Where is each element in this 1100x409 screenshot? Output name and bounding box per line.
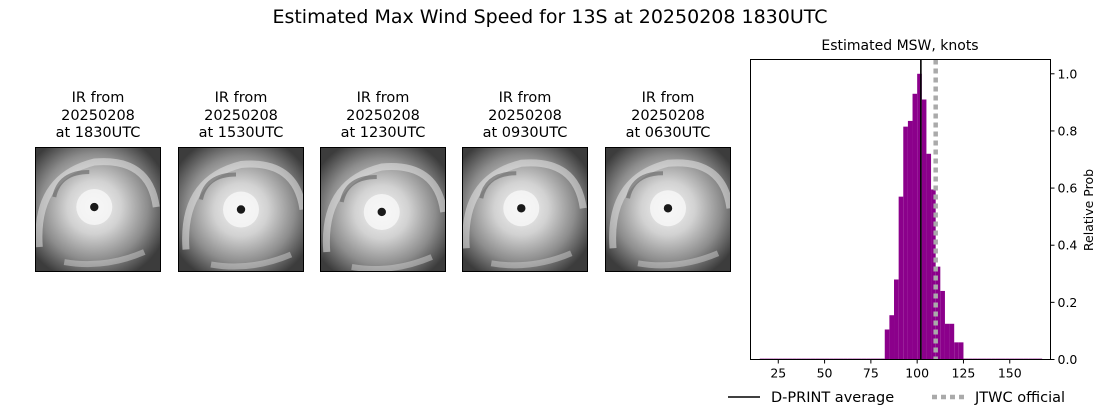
x-tick-label: 50: [817, 366, 833, 381]
ir-panel: IR from 20250208 at 0630UTC: [605, 90, 731, 272]
y-tick-label: 0.8: [1058, 123, 1078, 138]
ir-title-line: IR from: [356, 90, 410, 106]
ir-title-line: 20250208: [346, 107, 420, 124]
ir-panel-title: IR from 20250208 at 0630UTC: [605, 90, 731, 144]
x-tick-label: 150: [998, 366, 1022, 381]
x-axis: 25 50 75 100 125 150: [770, 359, 1022, 381]
ir-panel: IR from 20250208 at 1530UTC: [178, 90, 304, 272]
ir-panel-title: IR from 20250208 at 1530UTC: [178, 90, 304, 144]
x-tick-label: 75: [863, 366, 879, 381]
histogram-bar: [931, 189, 936, 360]
legend-label-jtwc: JTWC official: [974, 390, 1065, 406]
ir-title-line: 20250208: [488, 107, 562, 124]
ir-panel-title: IR from 20250208 at 1230UTC: [320, 90, 446, 144]
ir-satellite-image: [462, 147, 588, 272]
reference-lines: [920, 59, 938, 360]
legend-label-dprint: D-PRINT average: [771, 390, 894, 406]
ir-title-line: IR from: [214, 90, 268, 106]
satellite-image: [463, 148, 587, 271]
y-tick-label: 0.0: [1058, 352, 1078, 367]
ir-panel: IR from 20250208 at 0930UTC: [462, 90, 588, 272]
y-tick-label: 0.2: [1058, 295, 1078, 310]
histogram-bar: [894, 279, 899, 360]
histogram-bar: [926, 153, 932, 360]
ir-title-line: at 1530UTC: [198, 125, 284, 141]
ir-title-line: at 1830UTC: [55, 125, 141, 141]
x-tick-label: 125: [952, 366, 976, 381]
ir-panel-title: IR from 20250208 at 1830UTC: [35, 90, 161, 144]
satellite-image: [606, 148, 730, 271]
y-axis: 0.0 0.2 0.4 0.6 0.8 1.0: [1050, 66, 1078, 367]
ir-satellite-image: [35, 147, 161, 272]
histogram-bar: [940, 290, 945, 360]
x-tick-label: 100: [905, 366, 929, 381]
histogram-bar: [898, 196, 904, 360]
y-axis-label: Relative Prob: [1081, 169, 1096, 251]
histogram-bar: [944, 323, 950, 360]
plot-frame: [750, 59, 1051, 360]
ir-title-line: at 0630UTC: [625, 125, 711, 141]
ir-title-line: 20250208: [204, 107, 278, 124]
histogram-bar: [917, 73, 922, 360]
ir-title-line: 20250208: [61, 107, 135, 124]
histogram-bar: [958, 342, 964, 360]
histogram-bars: [759, 73, 1043, 360]
histogram-bar: [889, 315, 895, 360]
histogram-bar: [907, 120, 913, 360]
ir-panel-title: IR from 20250208 at 0930UTC: [462, 90, 588, 144]
legend: D-PRINT average JTWC official: [728, 390, 1065, 406]
histogram-bar: [912, 93, 918, 360]
satellite-image: [36, 148, 160, 271]
ir-title-line: IR from: [71, 90, 125, 106]
histogram-bar: [884, 329, 890, 360]
chart-title: Estimated MSW, knots: [821, 38, 978, 54]
figure-title: Estimated Max Wind Speed for 13S at 2025…: [272, 6, 828, 28]
y-tick-label: 1.0: [1058, 66, 1078, 81]
satellite-image: [321, 148, 445, 271]
ir-panel: IR from 20250208 at 1830UTC: [35, 90, 161, 272]
histogram-bar: [921, 99, 927, 360]
y-tick-label: 0.4: [1058, 238, 1078, 253]
histogram-bar: [949, 323, 955, 360]
histogram-bar: [903, 126, 908, 360]
ir-satellite-image: [605, 147, 731, 272]
ir-title-line: at 1230UTC: [340, 125, 426, 141]
satellite-image: [179, 148, 303, 271]
histogram-bar: [935, 266, 941, 360]
y-tick-label: 0.6: [1058, 181, 1078, 196]
ir-panel: IR from 20250208 at 1230UTC: [320, 90, 446, 272]
ir-satellite-image: [320, 147, 446, 272]
x-tick-label: 25: [770, 366, 786, 381]
ir-title-line: IR from: [498, 90, 552, 106]
ir-satellite-image: [178, 147, 304, 272]
histogram-bar: [954, 342, 959, 360]
ir-title-line: IR from: [641, 90, 695, 106]
ir-title-line: 20250208: [631, 107, 705, 124]
ir-title-line: at 0930UTC: [482, 125, 568, 141]
